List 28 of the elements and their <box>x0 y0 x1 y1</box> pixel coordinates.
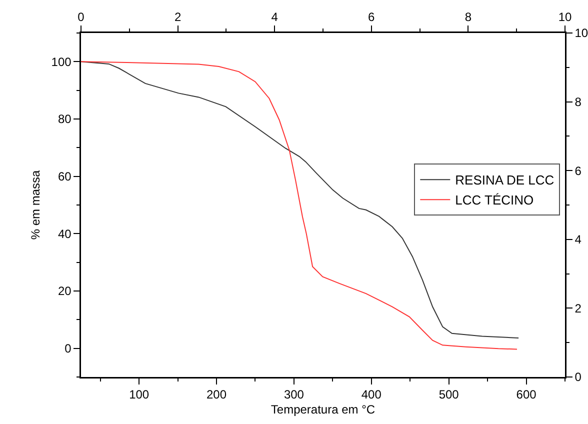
x2-tick-label: 6 <box>368 10 376 24</box>
y-axis-title: % em massa <box>28 170 43 240</box>
x2-tick-label: 2 <box>174 10 182 24</box>
y2-tick-label: 2 <box>574 301 582 316</box>
y2-tick-label: 0 <box>574 370 582 384</box>
y-tick-label: 80 <box>58 112 72 126</box>
y-tick-label: 20 <box>58 284 72 298</box>
legend-label: RESINA DE LCC <box>455 172 554 188</box>
x2-tick-label: 8 <box>464 10 472 24</box>
y-tick-label: 40 <box>58 226 72 241</box>
x2-tick-label: 4 <box>271 10 278 24</box>
y2-tick-label: 6 <box>574 164 582 178</box>
y2-tick-label: 8 <box>574 95 582 109</box>
x-axis-title: Temperatura em °C <box>270 402 376 416</box>
x2-tick-label: 10 <box>558 10 572 24</box>
y-tick-label: 0 <box>64 342 72 356</box>
y2-tick-label: 10 <box>574 26 588 40</box>
y-tick-label: 60 <box>58 170 72 184</box>
legend-label: LCC TÉCINO <box>455 192 534 208</box>
y2-tick-label: 4 <box>574 232 582 247</box>
x-tick-label: 600 <box>516 388 537 402</box>
x-tick-label: 200 <box>206 388 227 402</box>
x-tick-label: 400 <box>361 388 382 402</box>
x-tick-label: 100 <box>129 388 150 402</box>
x2-tick-label: 0 <box>78 10 85 24</box>
y-tick-label: 100 <box>51 54 72 69</box>
x-tick-label: 300 <box>284 388 304 402</box>
x-tick-label: 500 <box>438 388 460 402</box>
